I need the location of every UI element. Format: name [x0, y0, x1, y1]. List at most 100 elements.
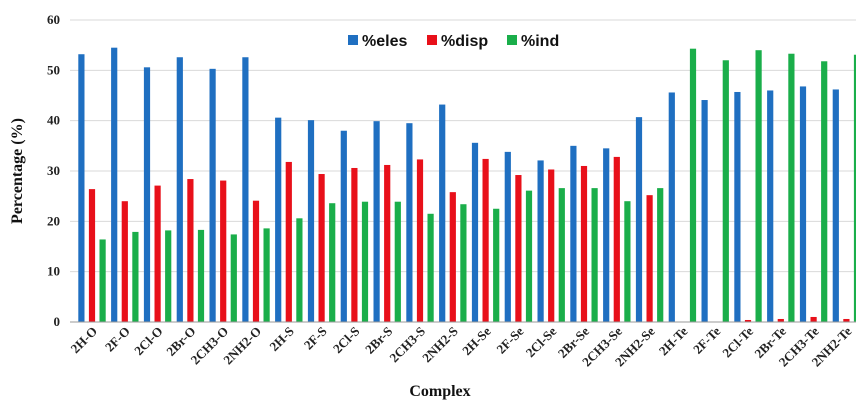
bar-eles-2CH3-Se: [603, 148, 610, 322]
bar-eles-2CH3-S: [406, 123, 413, 322]
bar-disp-2Cl-Te: [744, 319, 752, 322]
bar-ind-2CH3-S: [427, 213, 434, 322]
bar-ind-2CH3-Se: [624, 201, 631, 322]
x-axis-title: Complex: [409, 383, 470, 400]
bar-disp-2F-O: [121, 201, 128, 322]
bar-eles-2H-S: [275, 117, 282, 322]
bar-disp-2CH3-Te: [810, 316, 817, 322]
legend-swatch-ind: [507, 35, 517, 45]
legend-label-eles: %eles: [362, 33, 407, 50]
legend: %eles %disp %ind: [348, 33, 559, 50]
x-tick-label: 2CH3-S: [386, 324, 428, 366]
bar-ind-2H-S: [296, 218, 303, 322]
bar-disp-2Br-S: [384, 164, 391, 322]
y-tick-label: 50: [47, 62, 60, 77]
bar-eles-2Br-Te: [767, 90, 774, 322]
bar-disp-2Br-Se: [580, 165, 588, 322]
bar-eles-2Br-Se: [570, 145, 577, 322]
bar-eles-2Cl-S: [340, 130, 347, 322]
bar-ind-2F-Te: [722, 60, 729, 323]
bar-ind-2NH2-Se: [657, 188, 664, 322]
bar-disp-2F-S: [318, 174, 325, 322]
bar-disp-2Cl-Se: [548, 169, 555, 322]
bar-ind-2F-S: [329, 203, 336, 322]
bar-ind-2H-Te: [689, 48, 697, 322]
bar-ind-2Br-Se: [591, 188, 598, 322]
bar-ind-2CH3-O: [230, 234, 237, 322]
bar-disp-2CH3-Se: [613, 156, 620, 322]
bar-eles-2Br-S: [373, 121, 380, 322]
bar-ind-2H-O: [99, 239, 106, 322]
x-tick-label: 2Cl-Te: [719, 323, 756, 360]
bar-disp-2Br-O: [187, 179, 194, 322]
x-tick-label: 2F-Se: [493, 323, 526, 356]
x-tick-label: 2Cl-Se: [523, 323, 560, 360]
bar-ind-2CH3-Te: [821, 61, 828, 322]
bar-eles-2F-S: [307, 120, 315, 322]
bar-ind-2NH2-Te: [853, 54, 856, 322]
bar-eles-2CH3-O: [209, 68, 216, 322]
bar-ind-2Br-S: [394, 201, 401, 322]
bar-ind-2Cl-Te: [755, 50, 762, 322]
y-tick-label: 20: [47, 213, 60, 228]
bar-disp-2Br-Te: [777, 318, 784, 322]
y-tick-label: 40: [47, 113, 60, 128]
x-tick-label: 2Cl-S: [330, 324, 363, 357]
bar-ind-2NH2-O: [263, 228, 270, 322]
legend-label-disp: %disp: [441, 33, 488, 50]
bar-disp-2CH3-O: [220, 180, 227, 322]
bar-eles-2NH2-O: [242, 57, 249, 322]
bar-eles-2NH2-S: [439, 104, 446, 322]
bar-disp-2NH2-S: [449, 192, 456, 322]
bar-eles-2F-Se: [504, 151, 511, 322]
y-tick-label: 30: [47, 163, 60, 178]
bar-disp-2NH2-O: [252, 200, 260, 322]
bar-disp-2NH2-Se: [646, 195, 653, 322]
x-tick-label: 2NH2-S: [419, 324, 461, 366]
legend-label-ind: %ind: [521, 33, 559, 50]
bar-disp-2H-O: [88, 189, 96, 322]
bar-ind-2Cl-S: [361, 201, 369, 322]
bar-ind-2F-Se: [525, 190, 533, 322]
bar-eles-2H-O: [78, 54, 85, 323]
bars: [78, 47, 856, 323]
bar-disp-2Cl-S: [351, 167, 358, 322]
y-axis-title: Percentage (%): [9, 118, 26, 224]
bar-ind-2Cl-O: [165, 230, 172, 322]
y-tick-label: 0: [54, 314, 61, 329]
bar-disp-2H-S: [285, 161, 292, 322]
bar-disp-2H-Se: [482, 158, 489, 322]
bar-ind-2Cl-Se: [558, 188, 565, 322]
bar-eles-2Cl-Te: [734, 91, 741, 322]
bar-ind-2NH2-S: [460, 204, 467, 322]
x-tick-label: 2F-O: [102, 324, 133, 355]
bar-ind-2H-Se: [493, 208, 500, 322]
bar-eles-2H-Se: [471, 142, 479, 322]
bar-eles-2Cl-O: [143, 67, 151, 323]
bar-disp-2Cl-O: [154, 185, 161, 322]
bar-eles-2CH3-Te: [799, 86, 807, 322]
x-tick-label: 2H-S: [266, 324, 297, 355]
y-tick-label: 10: [47, 264, 60, 279]
y-tick-label: 60: [47, 12, 60, 27]
y-tick-labels: 0 10 20 30 40 50 60: [47, 12, 60, 329]
bar-eles-2Br-O: [176, 57, 183, 322]
bar-eles-2H-Te: [668, 92, 675, 322]
legend-swatch-eles: [348, 35, 358, 45]
bar-eles-2Cl-Se: [537, 160, 544, 322]
bar-eles-2F-Te: [701, 100, 708, 322]
bar-eles-2NH2-Se: [635, 117, 643, 322]
bar-disp-2NH2-Te: [843, 318, 850, 322]
x-tick-label: 2F-S: [301, 324, 330, 353]
bar-eles-2F-O: [111, 47, 118, 322]
legend-swatch-disp: [427, 35, 437, 45]
bar-ind-2Br-Te: [788, 53, 795, 323]
x-tick-label: 2H-Te: [656, 323, 691, 358]
x-tick-label: 2Cl-O: [131, 324, 166, 359]
bar-ind-2F-O: [132, 231, 139, 322]
x-tick-label: 2F-Te: [690, 323, 723, 356]
bar-disp-2CH3-S: [416, 159, 424, 322]
bar-eles-2NH2-Te: [832, 89, 839, 323]
